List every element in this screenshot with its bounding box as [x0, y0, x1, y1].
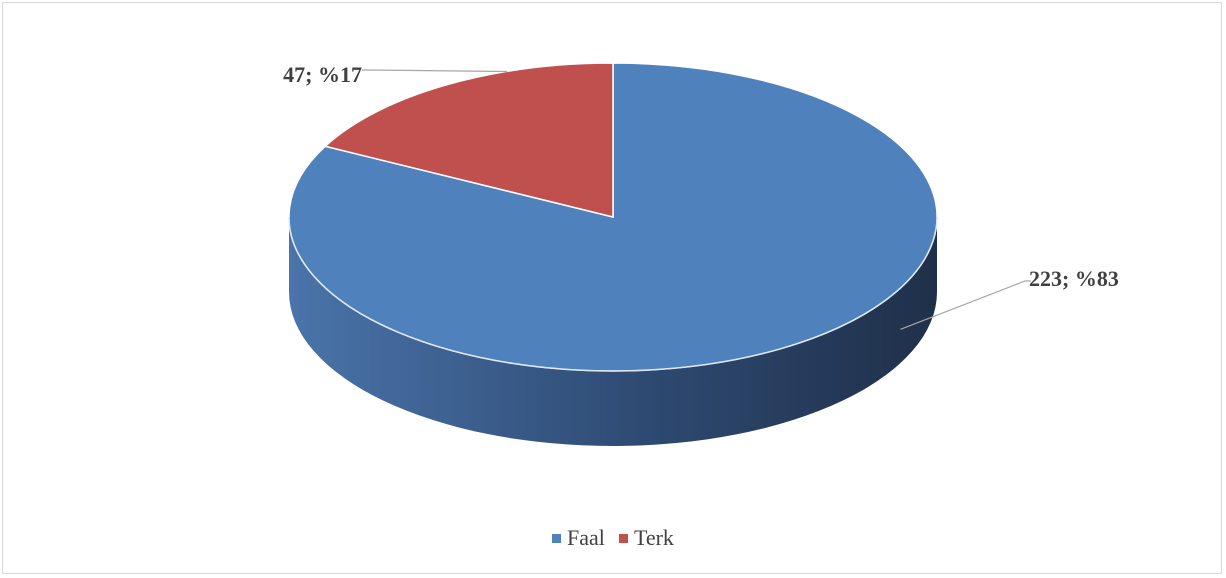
slice-side-faal — [289, 217, 937, 446]
legend-item-terk: Terk — [618, 525, 674, 551]
leader-line-terk — [362, 69, 508, 73]
legend-swatch-faal — [552, 533, 562, 543]
legend-label-faal: Faal — [567, 525, 605, 550]
leader-line-faal — [900, 280, 1031, 330]
legend-swatch-terk — [618, 533, 628, 543]
legend-item-faal: Faal — [552, 525, 605, 551]
pie-top-edge — [288, 216, 938, 372]
data-label-faal: 223; %83 — [1029, 266, 1119, 291]
data-label-terk: 47; %17 — [283, 62, 362, 87]
legend: Faal Terk — [0, 525, 1226, 551]
legend-label-terk: Terk — [633, 525, 674, 550]
slice-terk — [323, 62, 614, 218]
